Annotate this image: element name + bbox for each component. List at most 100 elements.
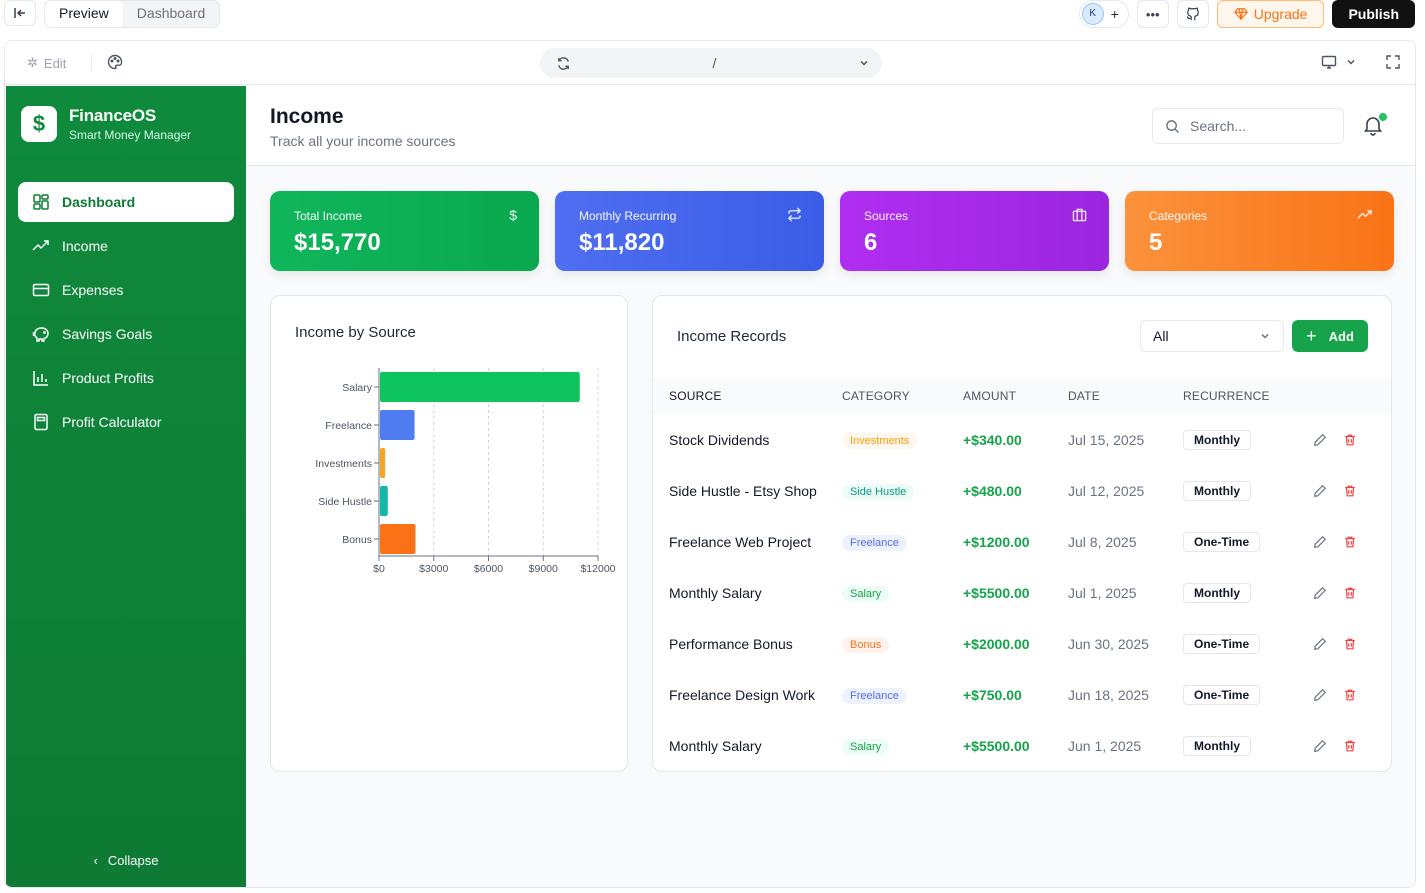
income-by-source-panel: Income by Source Salary Freelance Investme… [270, 295, 628, 772]
actions-cell [1295, 465, 1391, 516]
column-header-source: SOURCE [669, 389, 722, 403]
income-records-panel: Income Records All + Add SOURCE CATEGORY… [652, 295, 1392, 772]
delete-trash-icon[interactable] [1343, 739, 1357, 753]
column-header-date: DATE [1068, 389, 1100, 403]
actions-cell [1295, 618, 1391, 669]
chevron-down-icon [1261, 333, 1269, 339]
sidebar-item-product-profits[interactable]: Product Profits [18, 358, 234, 398]
delete-trash-icon[interactable] [1343, 484, 1357, 498]
actions-cell [1295, 567, 1391, 618]
sidebar-item-label: Product Profits [62, 370, 154, 386]
sidebar-item-profit-calculator[interactable]: Profit Calculator [18, 402, 234, 442]
monitor-icon [1321, 55, 1337, 69]
table-row: Stock Dividends Investments +$340.00 Jul 15… [653, 414, 1391, 465]
edit-pencil-icon[interactable] [1313, 433, 1327, 447]
bell-icon[interactable] [1362, 114, 1384, 136]
sidebar-item-label: Expenses [62, 282, 124, 298]
recurrence-badge: Monthly [1183, 429, 1251, 450]
search-icon [1166, 119, 1180, 133]
category-badge: Salary [842, 585, 890, 602]
recurrence-badge: One-Time [1183, 531, 1261, 552]
delete-trash-icon[interactable] [1343, 688, 1357, 702]
delete-trash-icon[interactable] [1343, 535, 1357, 549]
stat-value: 6 [864, 229, 878, 256]
delete-trash-icon[interactable] [1343, 586, 1357, 600]
tab-dashboard[interactable]: Dashboard [136, 5, 206, 21]
github-button[interactable] [1176, 0, 1209, 28]
bar-chart-icon [32, 369, 50, 387]
edit-pencil-icon[interactable] [1313, 637, 1327, 651]
recurrence-cell: One-Time [1183, 618, 1295, 669]
briefcase-icon [1072, 207, 1087, 225]
stat-card-categories: Categories 5 [1125, 191, 1394, 271]
date-cell: Jul 8, 2025 [1068, 533, 1137, 550]
fullscreen-icon[interactable] [1385, 54, 1401, 70]
add-collaborator-icon[interactable]: + [1110, 6, 1119, 22]
stat-label: Total Income [294, 209, 363, 223]
stat-card-total-income: Total Income $15,770 $ [270, 191, 539, 271]
back-button[interactable] [4, 0, 36, 26]
edit-pencil-icon[interactable] [1313, 586, 1327, 600]
category-cell: Freelance [842, 669, 963, 720]
category-cell: Salary [842, 567, 963, 618]
table-row: Side Hustle - Etsy Shop Side Hustle +$480.… [653, 465, 1391, 516]
toolbar-divider [91, 55, 92, 71]
row-actions [1295, 586, 1391, 600]
amount-cell: +$340.00 [963, 431, 1022, 448]
more-options-button[interactable]: ••• [1136, 0, 1169, 28]
upgrade-label: Upgrade [1253, 6, 1308, 22]
search-placeholder: Search... [1190, 118, 1247, 134]
amount-cell: +$5500.00 [963, 737, 1030, 754]
dashboard-icon [32, 193, 50, 211]
stat-card-sources: Sources 6 [840, 191, 1109, 271]
bar-side-hustle [380, 486, 388, 516]
brand-tagline: Smart Money Manager [69, 128, 192, 142]
x-tick-label: $3000 [419, 563, 448, 575]
trending-up-icon [32, 237, 50, 255]
sidebar: $ FinanceOS Smart Money Manager Dashboar… [6, 86, 246, 887]
collapse-button[interactable]: ‹ Collapse [6, 853, 246, 868]
sidebar-item-label: Dashboard [62, 194, 136, 210]
palette-button[interactable] [107, 54, 123, 73]
delete-trash-icon[interactable] [1343, 637, 1357, 651]
table-row: Monthly Salary Salary +$5500.00 Jun 1, 2025… [653, 720, 1391, 771]
chevron-down-icon[interactable] [858, 57, 870, 69]
x-tick-label: $12000 [580, 563, 615, 575]
amount-cell: +$2000.00 [963, 635, 1030, 652]
add-income-button[interactable]: + Add [1292, 320, 1368, 352]
sidebar-item-savings-goals[interactable]: Savings Goals [18, 314, 234, 354]
page-title: Income [270, 105, 344, 128]
search-input[interactable]: Search... [1152, 108, 1344, 144]
device-selector[interactable] [1321, 54, 1357, 70]
page-header: Income Track all your income sources Sea… [246, 86, 1415, 166]
sidebar-item-dashboard[interactable]: Dashboard [18, 182, 234, 222]
sidebar-item-expenses[interactable]: Expenses [18, 270, 234, 310]
url-bar[interactable]: / [540, 48, 882, 78]
bar-investments [380, 448, 386, 478]
recurrence-cell: Monthly [1183, 414, 1295, 465]
category-filter-select[interactable]: All [1140, 320, 1284, 352]
topbar-actions: K + ••• Upgrade Publish [1078, 0, 1415, 28]
stat-cards: Total Income $15,770 $ Monthly Recurring… [270, 191, 1394, 271]
delete-trash-icon[interactable] [1343, 433, 1357, 447]
category-cell: Side Hustle [842, 465, 963, 516]
add-label: Add [1328, 328, 1354, 344]
edit-pencil-icon[interactable] [1313, 484, 1327, 498]
collaborators[interactable]: K + [1078, 0, 1129, 28]
edit-pencil-icon[interactable] [1313, 535, 1327, 549]
tab-preview[interactable]: Preview [45, 1, 123, 27]
edit-pencil-icon[interactable] [1313, 739, 1327, 753]
category-label: Investments [315, 458, 372, 470]
publish-button[interactable]: Publish [1332, 0, 1415, 28]
upgrade-button[interactable]: Upgrade [1216, 0, 1325, 28]
amount-cell: +$1200.00 [963, 533, 1030, 550]
source-cell: Monthly Salary [669, 737, 762, 754]
category-label: Salary [342, 382, 373, 394]
actions-cell [1295, 669, 1391, 720]
edit-pencil-icon[interactable] [1313, 688, 1327, 702]
actions-cell [1295, 720, 1391, 771]
recurrence-badge: One-Time [1183, 684, 1261, 705]
sidebar-item-income[interactable]: Income [18, 226, 234, 266]
edit-button[interactable]: ✲ Edit [27, 55, 66, 71]
refresh-icon[interactable] [556, 56, 571, 71]
